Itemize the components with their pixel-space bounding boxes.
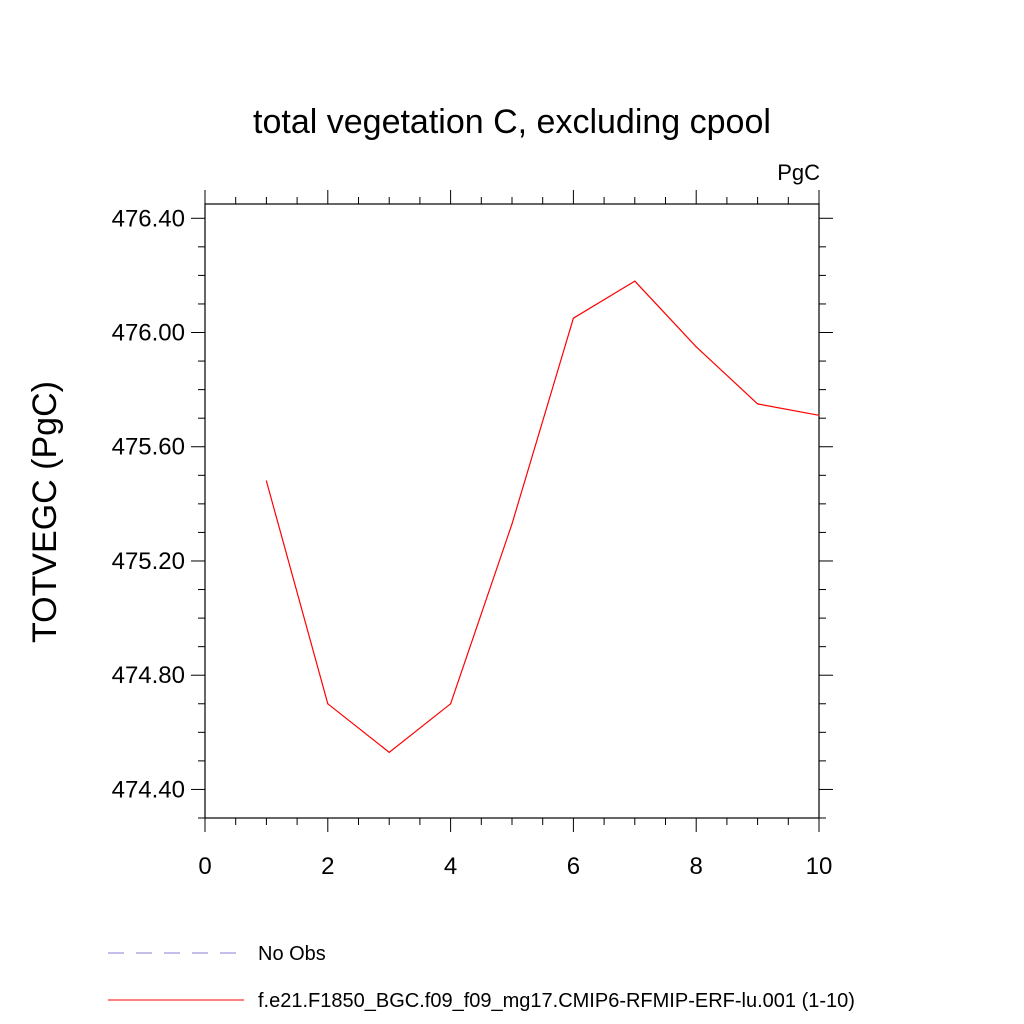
y-tick-label: 476.40: [112, 205, 185, 232]
series-group: [265, 280, 820, 754]
x-tick-label: 8: [690, 853, 703, 880]
chart-title: total vegetation C, excluding cpool: [253, 103, 771, 141]
data-point: [511, 523, 513, 525]
data-point: [450, 703, 452, 705]
legend-label-model: f.e21.F1850_BGC.f09_f09_mg17.CMIP6-RFMIP…: [258, 990, 855, 1012]
data-point: [327, 703, 329, 705]
y-axis-label: TOTVEGC (PgC): [26, 381, 64, 643]
data-point: [695, 346, 697, 348]
data-point: [572, 317, 575, 319]
x-tick-label: 6: [567, 853, 580, 880]
legend: No Obs f.e21.F1850_BGC.f09_f09_mg17.CMIP…: [108, 943, 855, 1012]
data-point: [818, 414, 820, 416]
data-point: [634, 280, 636, 282]
x-tick-label: 4: [444, 853, 457, 880]
plot-frame: [204, 203, 820, 819]
x-axis: 0 2 4 6 8 10: [198, 190, 832, 880]
series-line: [265, 280, 820, 754]
data-point: [757, 403, 759, 405]
y-tick-label: 474.40: [112, 776, 185, 803]
x-tick-label: 10: [806, 853, 833, 880]
x-tick-label: 0: [198, 853, 211, 880]
y-axis: 474.40 474.80 475.20 475.60 476.00 476.40: [112, 205, 833, 819]
x-tick-label: 2: [321, 853, 334, 880]
y-tick-label: 475.20: [112, 548, 185, 575]
units-label: PgC: [777, 160, 820, 185]
y-tick-label: 474.80: [112, 662, 185, 689]
legend-label-no-obs: No Obs: [258, 943, 326, 965]
y-tick-label: 475.60: [112, 434, 185, 461]
data-point: [388, 751, 390, 753]
y-tick-label: 476.00: [112, 320, 185, 347]
data-point: [265, 480, 267, 482]
